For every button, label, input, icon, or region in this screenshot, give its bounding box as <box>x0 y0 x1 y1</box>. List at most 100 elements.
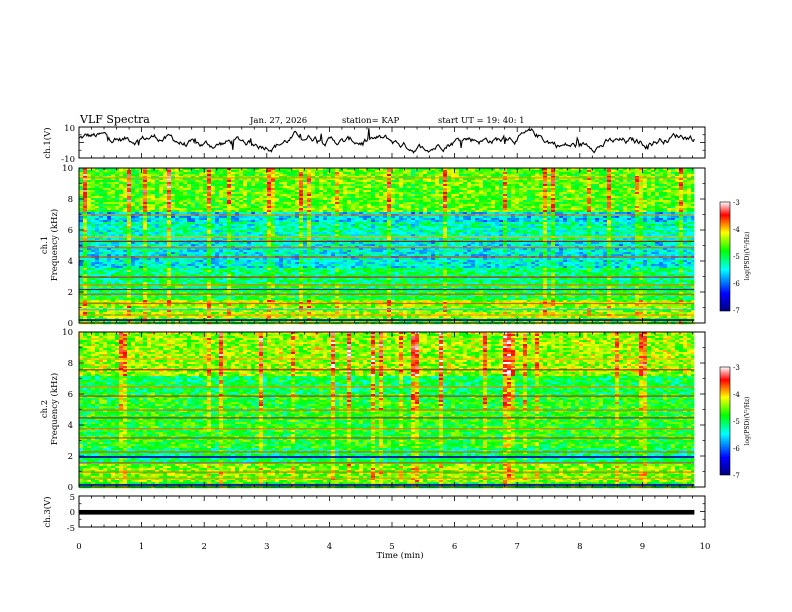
spectrogram-cell <box>423 230 428 233</box>
spectrogram-cell <box>367 194 372 197</box>
spectrogram-cell <box>211 176 216 179</box>
spectrogram-cell <box>163 186 168 189</box>
spectrogram-cell <box>495 210 500 213</box>
spectrogram-cell <box>259 208 264 211</box>
spectrogram-cell <box>519 226 524 229</box>
spectrogram-cell <box>415 228 420 231</box>
spectrogram-cell <box>291 186 296 189</box>
spectrogram-cell <box>371 210 376 213</box>
spectrogram-cell <box>295 198 300 201</box>
spectrogram-cell <box>691 190 696 193</box>
spectrogram-cell <box>435 174 440 177</box>
spectrogram-cell <box>315 228 320 231</box>
spectrogram-cell <box>587 228 592 231</box>
spectrogram-cell <box>427 176 432 179</box>
spectrogram-cell <box>239 168 244 171</box>
spectrogram-cell <box>271 206 276 209</box>
spectrogram-cell <box>563 176 568 179</box>
spectrogram-cell <box>603 182 608 185</box>
spectrogram-cell <box>99 224 104 227</box>
spectrogram-cell <box>271 220 276 223</box>
spectrogram-cell <box>563 218 568 221</box>
spectrogram-cell <box>143 176 148 179</box>
spectrogram-cell <box>671 194 676 197</box>
spectrogram-cell <box>199 226 204 229</box>
spectrogram-cell <box>275 220 280 223</box>
spectrogram-cell <box>615 208 620 211</box>
spectrogram-cell <box>431 212 436 215</box>
spectrogram-cell <box>187 218 192 221</box>
spectrogram-cell <box>543 226 548 229</box>
spectrogram-cell <box>207 218 212 221</box>
spectrogram-cell <box>619 188 624 191</box>
spectrogram-cell <box>655 176 660 179</box>
spectrogram-cell <box>611 188 616 191</box>
spectrogram-cell <box>595 216 600 219</box>
spectrogram-cell <box>207 186 212 189</box>
spectrogram-cell <box>611 200 616 203</box>
spectrogram-cell <box>95 168 100 171</box>
spectrogram-cell <box>375 174 380 177</box>
spectrogram-cell <box>307 186 312 189</box>
spectrogram-cell <box>611 218 616 221</box>
spectrogram-cell <box>427 230 432 233</box>
spectrogram-cell <box>483 174 488 177</box>
spectrogram-cell <box>379 208 384 211</box>
spectrogram-cell <box>555 206 560 209</box>
spectrogram-cell <box>263 222 268 225</box>
spectrogram-cell <box>587 170 592 173</box>
spectrogram-cell <box>135 194 140 197</box>
spectrogram-cell <box>671 216 676 219</box>
spectrogram-cell <box>123 198 128 201</box>
spectrogram-cell <box>587 220 592 223</box>
spectrogram-cell <box>623 208 628 211</box>
spectrogram-cell <box>415 176 420 179</box>
spectrogram-cell <box>475 168 480 171</box>
spectrogram-cell <box>563 212 568 215</box>
spectrogram-cell <box>439 168 444 171</box>
spectrogram-cell <box>503 176 508 179</box>
spectrogram-cell <box>143 222 148 225</box>
spectrogram-cell <box>175 182 180 185</box>
spectrogram-cell <box>99 210 104 213</box>
spectrogram-cell <box>331 230 336 233</box>
spectrogram-cell <box>511 188 516 191</box>
spectrogram-cell <box>511 198 516 201</box>
spectrogram-cell <box>651 228 656 231</box>
spectrogram-cell <box>139 208 144 211</box>
spectrogram-cell <box>343 194 348 197</box>
spectrogram-cell <box>535 202 540 205</box>
spectrogram-cell <box>631 194 636 197</box>
spectrogram-cell <box>659 210 664 213</box>
spectrogram-cell <box>651 194 656 197</box>
spectrogram-cell <box>487 184 492 187</box>
spectrogram-cell <box>563 192 568 195</box>
spectrogram-cell <box>403 196 408 199</box>
spectrogram-cell <box>659 172 664 175</box>
spectrogram-cell <box>547 168 552 171</box>
spectrogram-cell <box>159 192 164 195</box>
spectrogram-cell <box>519 208 524 211</box>
spectrogram-cell <box>663 218 668 221</box>
spectrogram-cell <box>411 172 416 175</box>
spectrogram-cell <box>431 170 436 173</box>
spectrogram-cell <box>87 192 92 195</box>
spectrogram-cell <box>335 178 340 181</box>
spectrogram-cell <box>619 196 624 199</box>
spectrogram-cell <box>183 174 188 177</box>
spectrogram-cell <box>663 220 668 223</box>
spectrogram-cell <box>503 182 508 185</box>
spectrogram-cell <box>663 208 668 211</box>
spectrogram-cell <box>559 198 564 201</box>
spectrogram-cell <box>687 188 692 191</box>
spectrogram-cell <box>403 224 408 227</box>
spectrogram-cell <box>447 212 452 215</box>
spectrogram-cell <box>439 176 444 179</box>
spectrogram-cell <box>139 180 144 183</box>
spectrogram-cell <box>151 202 156 205</box>
spectrogram-cell <box>359 198 364 201</box>
spectrogram-cell <box>211 200 216 203</box>
ch1-voltage-ticks <box>78 126 706 159</box>
spectrogram-cell <box>671 192 676 195</box>
spectrogram-cell <box>355 220 360 223</box>
